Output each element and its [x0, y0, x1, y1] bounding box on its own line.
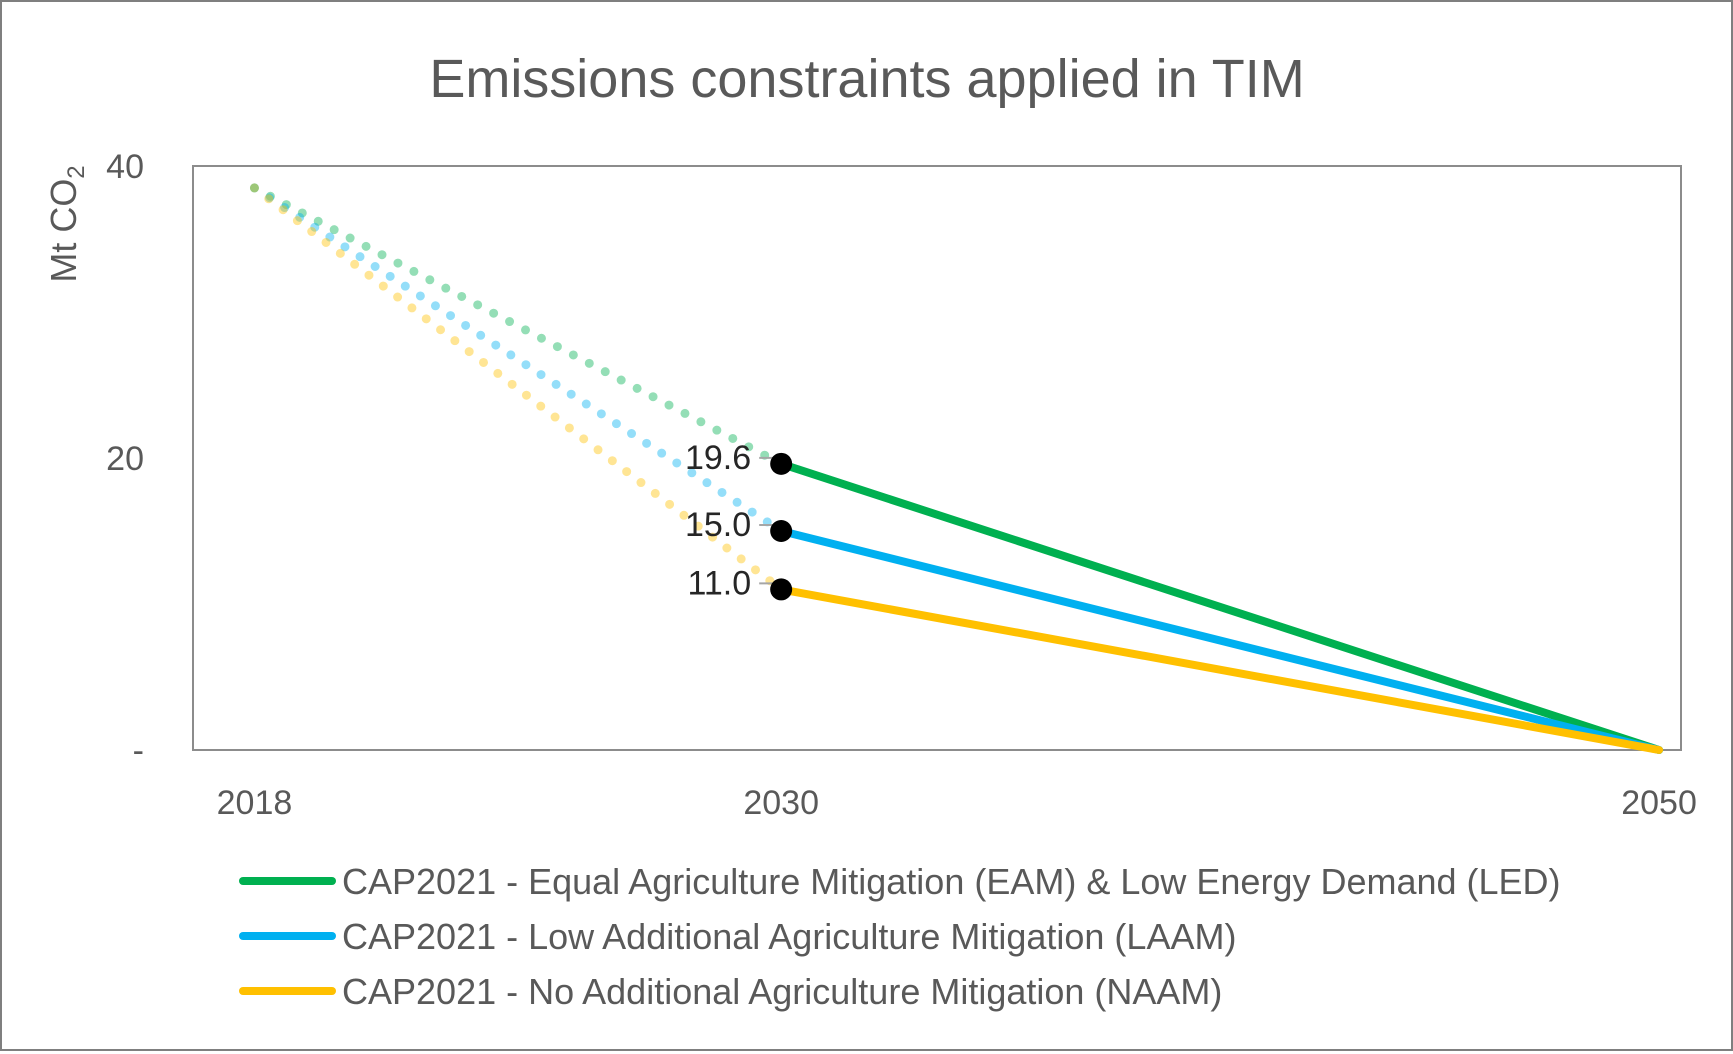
y-tick-label: 20	[106, 440, 144, 478]
series-constraint-line-1	[777, 527, 1664, 754]
data-marker-0	[770, 452, 793, 475]
plot-area-border	[192, 165, 1682, 751]
legend-entry-label-0: CAP2021 - Equal Agriculture Mitigation (…	[342, 861, 1561, 902]
x-tick-label: 2030	[743, 784, 819, 822]
series-trajectory-dots-0	[249, 183, 786, 469]
y-tick-label: 40	[106, 148, 144, 186]
data-marker-2	[770, 578, 793, 601]
series-constraint-line-2	[777, 585, 1664, 754]
x-tick-label: 2018	[217, 784, 293, 822]
data-label-1: 15.0	[685, 506, 751, 544]
y-tick-label: -	[133, 732, 144, 770]
legend-entry-label-1: CAP2021 - Low Additional Agriculture Mit…	[342, 916, 1236, 957]
data-label-2: 11.0	[688, 564, 752, 602]
series-trajectory-dots-2	[249, 183, 786, 594]
y-axis-label-subscript: 2	[63, 165, 90, 178]
chart-title: Emissions constraints applied in TIM	[429, 49, 1304, 109]
plot-area: - 20 40 2018 2030 2050 19.6 15.0 11.0	[106, 148, 1697, 822]
data-marker-1	[770, 520, 793, 542]
data-label-0: 19.6	[685, 439, 751, 477]
x-tick-label: 2050	[1621, 784, 1697, 822]
legend: CAP2021 - Equal Agriculture Mitigation (…	[239, 861, 1561, 1012]
legend-entry-label-2: CAP2021 - No Additional Agriculture Miti…	[342, 971, 1222, 1012]
y-axis-label: Mt CO2	[43, 165, 90, 282]
series-trajectory-dots-1	[249, 183, 786, 536]
y-axis-label-main: Mt CO	[43, 179, 84, 283]
series-constraint-line-0	[777, 459, 1664, 754]
